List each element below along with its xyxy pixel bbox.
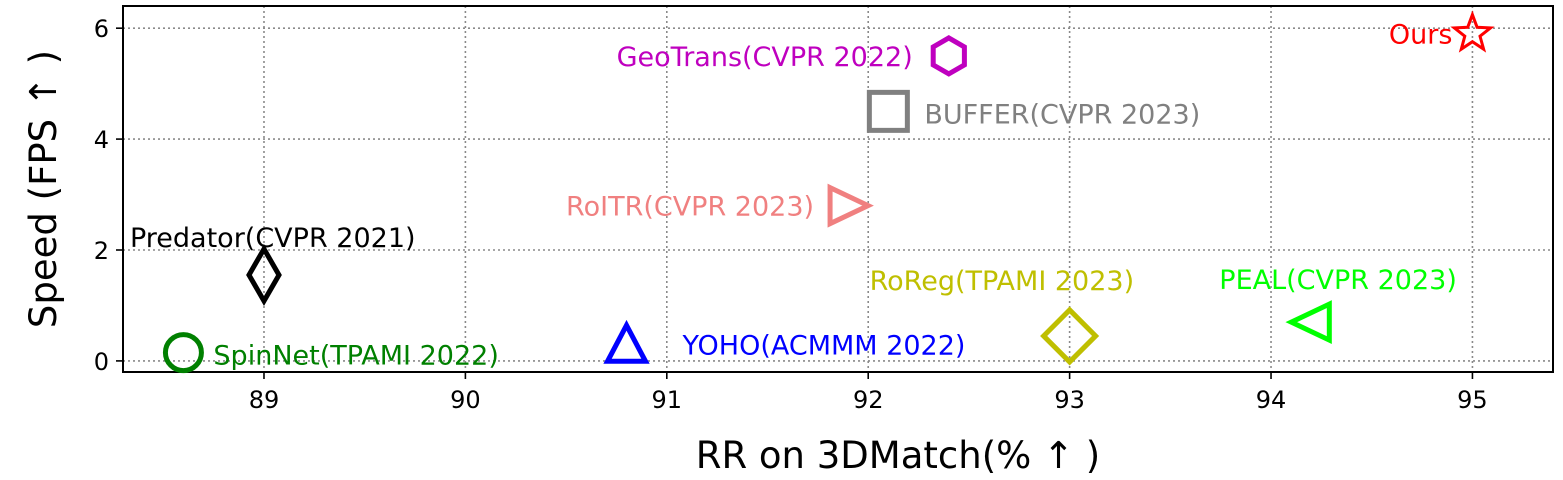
x-tick-label: 95 [1457,386,1488,414]
y-tick-label: 4 [94,126,109,154]
y-tick-label: 0 [94,348,109,376]
y-tick-label: 6 [94,15,109,43]
data-points [162,10,1495,374]
data-point-circle [162,332,204,374]
point-label: Ours [1389,20,1453,51]
data-point-triangle-up [603,319,650,364]
x-axis-label: RR on 3DMatch(% ↑ ) [696,434,1101,476]
grid [123,6,1553,372]
x-tick-label: 91 [652,386,683,414]
point-label: YOHO(ACMMM 2022) [682,330,966,361]
x-tick-label: 92 [853,386,884,414]
point-label: BUFFER(CVPR 2023) [924,99,1200,130]
y-tick-label: 2 [94,237,109,265]
point-label: SpinNet(TPAMI 2022) [213,341,498,372]
x-tick-label: 89 [249,386,280,414]
data-point-triangle-right [827,183,874,228]
y-axis-label: Speed (FPS ↑ ) [22,50,65,328]
point-labels: Ours GeoTrans(CVPR 2022) BUFFER(CVPR 2023)… [130,20,1457,372]
x-tick-label: 93 [1054,386,1085,414]
x-tick-label: 90 [450,386,481,414]
data-point-square [866,89,910,133]
point-label: Predator(CVPR 2021) [130,223,416,254]
point-label: RoITR(CVPR 2023) [566,192,814,223]
data-point-star [1450,10,1495,53]
plot-frame [122,5,1554,373]
axes: 89 90 91 92 93 94 95 0 2 4 6 RR on 3DMatch(% ↑ ) Spe… [22,5,1554,477]
data-point-triangle-left [1285,300,1332,345]
x-tick-label: 94 [1256,386,1287,414]
point-label: RoReg(TPAMI 2023) [870,266,1135,297]
data-point-hexagon [930,35,967,77]
data-point-diamond [1040,306,1100,366]
point-label: PEAL(CVPR 2023) [1219,265,1457,296]
data-point-thin-diamond [246,243,282,306]
point-label: GeoTrans(CVPR 2022) [617,42,913,73]
